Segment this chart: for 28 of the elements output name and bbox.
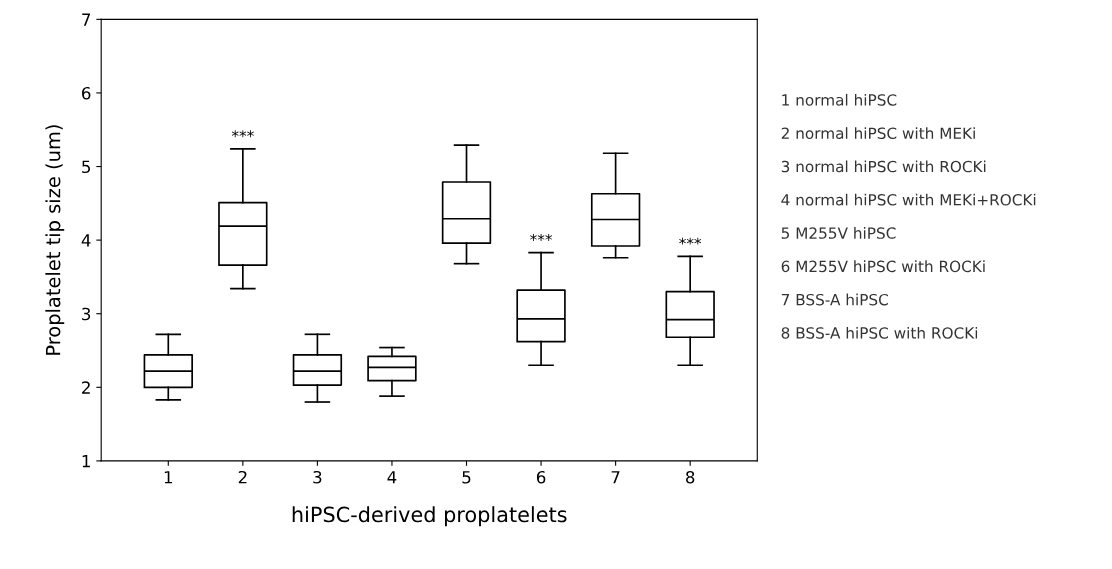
y-tick-label: 7	[82, 13, 91, 26]
y-tick-label: 3	[82, 307, 91, 321]
y-axis-title: Proplatelet tip size (um)	[45, 125, 65, 355]
x-tick-label: 3	[313, 470, 322, 484]
x-tick-label: 1	[164, 471, 173, 484]
x-axis-title: hiPSC-derived proplatelets	[292, 506, 567, 527]
x-tick-label: 6	[536, 470, 546, 484]
x-tick-label: 7	[611, 471, 620, 484]
y-tick-label: 2	[82, 381, 90, 394]
text: 5 M255V hiPSC	[781, 227, 896, 239]
annotation: ***	[530, 233, 553, 241]
y-tick-label: 5	[82, 160, 91, 174]
annotation: ***	[231, 130, 254, 138]
y-tick-label: 1	[82, 455, 90, 468]
y-tick-label: 4	[81, 234, 91, 247]
text: 4 normal hiPSC with MEKi+ROCKi	[781, 193, 1036, 206]
text: 1 normal hiPSC	[782, 93, 897, 106]
text: 2 normal hiPSC with MEKi	[781, 127, 975, 139]
annotation: ***	[679, 237, 702, 245]
text: 6 M255V hiPSC with ROCKi	[781, 260, 985, 273]
x-tick-label: 5	[462, 471, 471, 484]
text: 3 normal hiPSC with ROCKi	[781, 160, 986, 173]
x-tick-label: 4	[387, 471, 397, 484]
x-tick-label: 8	[686, 470, 695, 484]
text: 8 BSS-A hiPSC with ROCKi	[781, 326, 978, 339]
text: 7 BSS-A hiPSC	[781, 293, 888, 306]
y-tick-label: 6	[82, 86, 91, 100]
x-tick-label: 2	[238, 470, 247, 484]
